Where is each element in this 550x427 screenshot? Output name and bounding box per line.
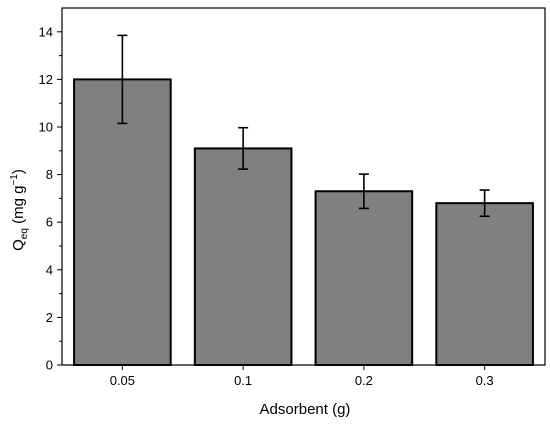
x-axis-title: Adsorbent (g) [260, 401, 351, 418]
y-axis: 0 2 4 6 8 10 12 14 [39, 24, 62, 373]
y-axis-title-unit-close: ) [10, 169, 27, 174]
bar [435, 202, 534, 366]
y-tick-label: 12 [39, 72, 53, 87]
bar [314, 190, 414, 366]
y-tick-label: 0 [46, 358, 53, 373]
y-tick-label: 14 [39, 24, 53, 39]
plot-border [61, 7, 546, 366]
y-axis-title-subscript: eq [19, 228, 30, 239]
bars-group [73, 78, 534, 367]
y-axis-title-superscript: −1 [9, 174, 20, 186]
x-tick-label: 0.1 [234, 373, 252, 388]
y-tick-label: 10 [39, 120, 53, 135]
y-axis-title-unit: (mg g [10, 186, 27, 229]
error-bars-group [117, 34, 490, 218]
x-tick-label: 0.2 [355, 373, 373, 388]
plot-frame [61, 7, 546, 366]
y-tick-label: 8 [46, 167, 53, 182]
bar [193, 147, 293, 366]
y-tick-label: 4 [46, 262, 53, 277]
x-tick-label: 0.05 [110, 373, 135, 388]
y-axis-title-q: Q [10, 239, 27, 251]
x-tick-label: 0.3 [476, 373, 494, 388]
y-tick-label: 6 [46, 215, 53, 230]
y-axis-title: Qeq (mg g−1) [9, 169, 30, 251]
x-axis: 0.05 0.1 0.2 0.3 [110, 365, 494, 388]
y-tick-label: 2 [46, 310, 53, 325]
